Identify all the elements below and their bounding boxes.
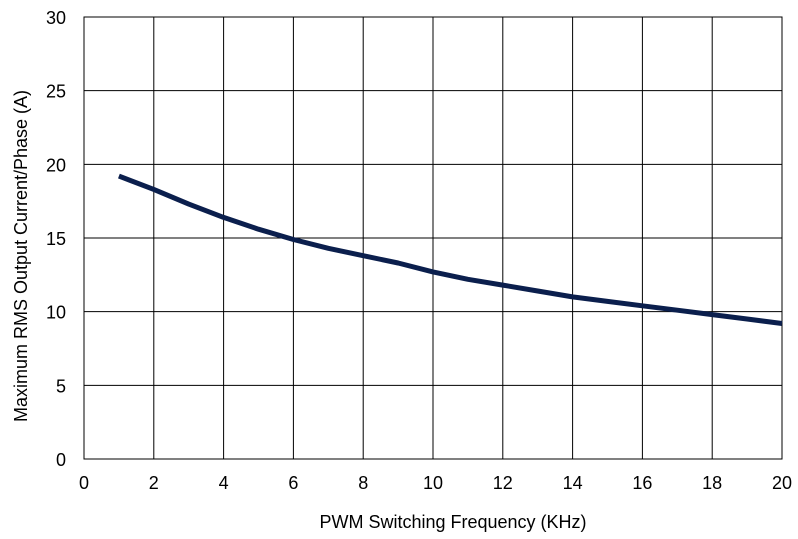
x-tick-label: 2 xyxy=(149,473,159,493)
y-axis-ticks: 0 5 10 15 20 25 30 xyxy=(46,8,66,470)
x-tick-label: 20 xyxy=(772,473,792,493)
y-tick-label: 0 xyxy=(56,450,66,470)
y-tick-label: 20 xyxy=(46,155,66,175)
x-tick-label: 4 xyxy=(219,473,229,493)
y-tick-label: 30 xyxy=(46,8,66,28)
x-tick-label: 10 xyxy=(423,473,443,493)
x-tick-label: 14 xyxy=(563,473,583,493)
series-line-0 xyxy=(118,173,783,326)
x-tick-label: 6 xyxy=(288,473,298,493)
y-tick-label: 5 xyxy=(56,376,66,396)
y-tick-label: 15 xyxy=(46,229,66,249)
grid-lines xyxy=(84,17,782,459)
series-group xyxy=(118,173,783,326)
y-tick-label: 25 xyxy=(46,82,66,102)
x-tick-label: 16 xyxy=(632,473,652,493)
x-tick-label: 0 xyxy=(79,473,89,493)
x-axis-ticks: 0 2 4 6 8 10 12 14 16 18 20 xyxy=(79,473,792,493)
x-axis-title: PWM Switching Frequency (KHz) xyxy=(319,512,586,532)
y-axis-title: Maximum RMS Output Current/Phase (A) xyxy=(11,90,31,422)
x-tick-label: 8 xyxy=(358,473,368,493)
y-tick-label: 10 xyxy=(46,303,66,323)
x-tick-label: 18 xyxy=(702,473,722,493)
x-tick-label: 12 xyxy=(493,473,513,493)
